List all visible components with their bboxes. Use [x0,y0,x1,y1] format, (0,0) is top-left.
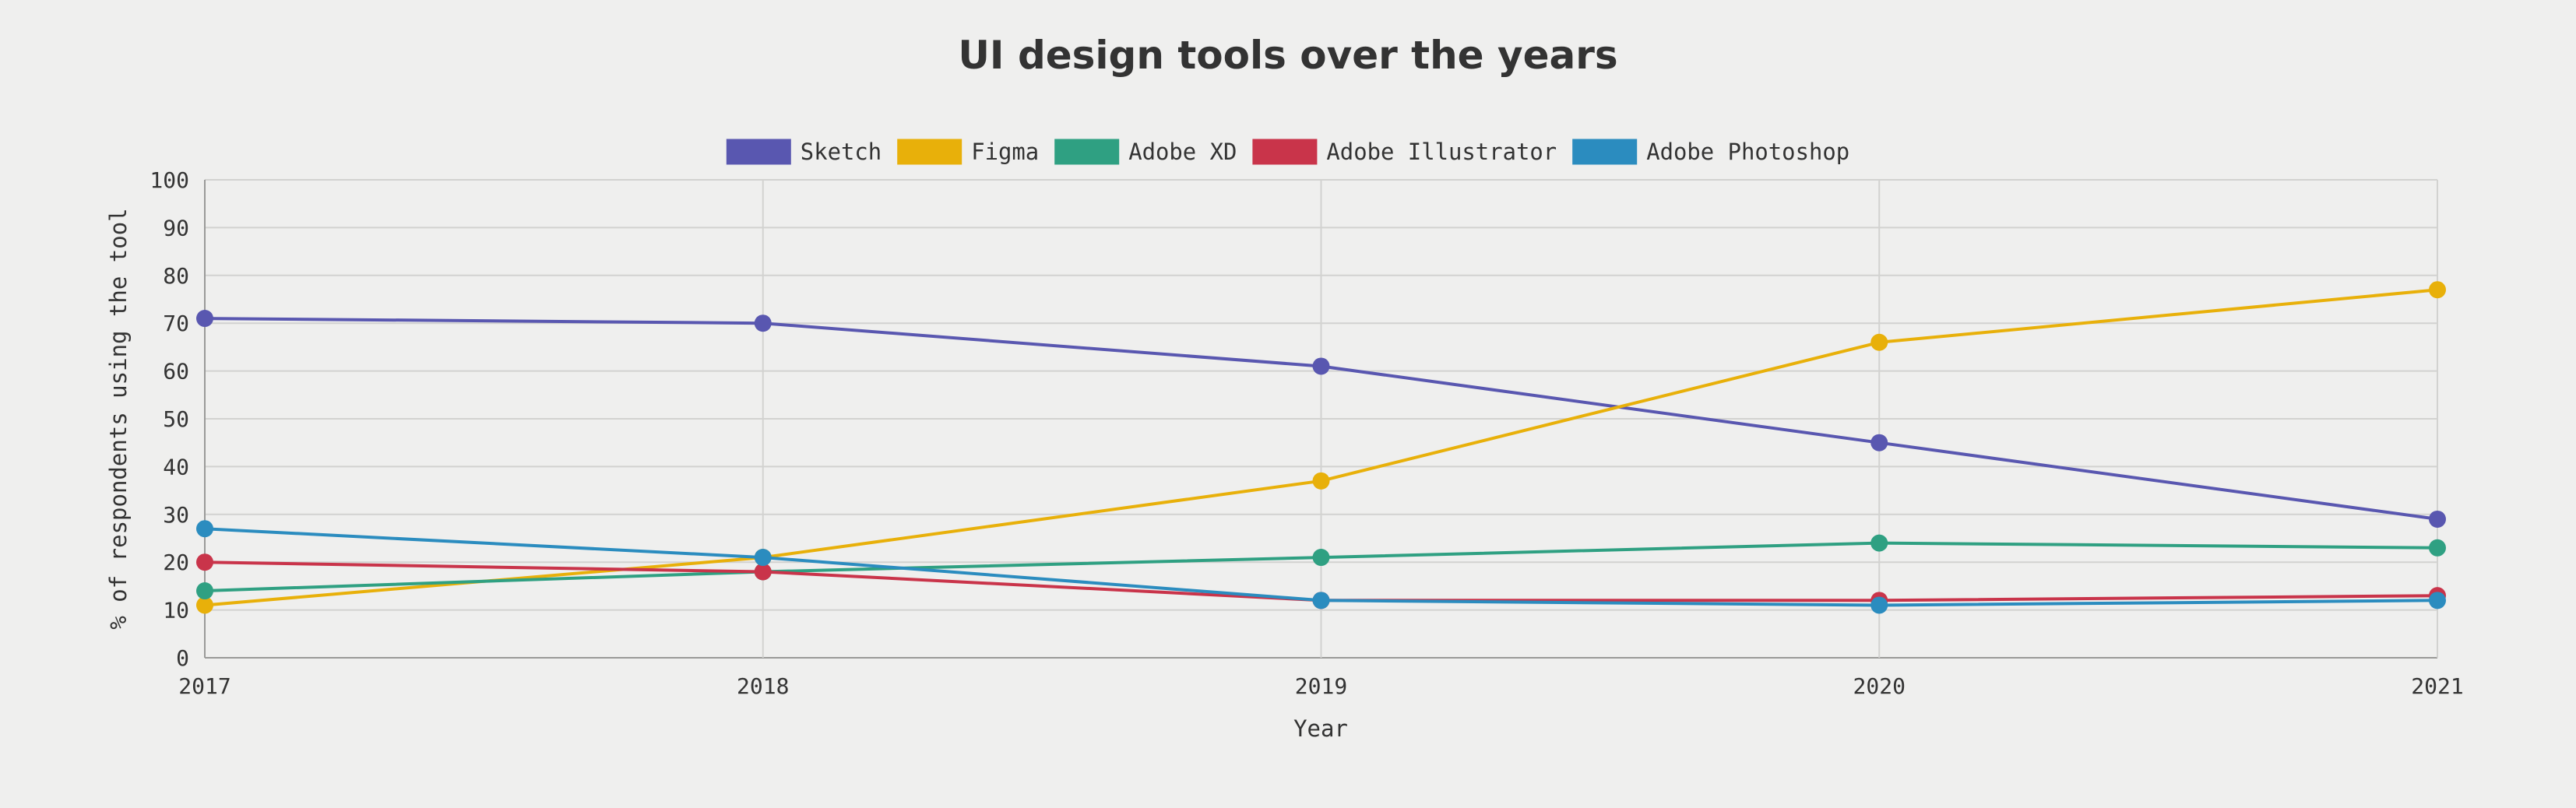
data-point-figma[interactable] [1312,472,1330,490]
gridlines [204,179,2438,659]
data-point-adobe-photoshop[interactable] [1312,592,1330,610]
x-tick-label: 2021 [2411,673,2463,699]
legend-swatch [1252,139,1318,165]
data-point-sketch[interactable] [1870,434,1888,451]
y-tick-label: 10 [163,598,189,624]
legend-label: Sketch [801,139,882,165]
data-point-figma[interactable] [2429,281,2446,299]
legend-swatch [1572,139,1638,165]
y-tick-label: 40 [163,454,189,480]
legend-label: Adobe Illustrator [1326,139,1557,165]
legend-item-adobe-xd[interactable]: Adobe XD [1054,139,1237,165]
legend-swatch [726,139,791,165]
x-axis-ticks: 2017 2018 2019 2020 2021 [178,673,2463,699]
y-tick-label: 30 [163,502,189,528]
data-point-adobe-photoshop[interactable] [196,520,213,538]
data-point-adobe-xd[interactable] [2429,539,2446,557]
data-point-adobe-illustrator[interactable] [754,563,772,581]
x-tick-label: 2019 [1295,673,1347,699]
data-point-adobe-illustrator[interactable] [196,553,213,571]
y-tick-label: 50 [163,406,189,432]
legend-label: Adobe XD [1128,139,1237,165]
legend-item-adobe-photoshop[interactable]: Adobe Photoshop [1572,139,1849,165]
legend-swatch [1054,139,1120,165]
data-point-adobe-photoshop[interactable] [1870,596,1888,614]
chart-title: UI design tools over the years [958,33,1617,78]
y-tick-label: 70 [163,311,189,336]
y-tick-label: 20 [163,550,189,575]
x-tick-label: 2017 [178,673,231,699]
series-layer [196,281,2446,614]
series-adobe-photoshop [196,520,2446,614]
legend-item-sketch[interactable]: Sketch [726,139,882,165]
y-axis-label: % of respondents using the tool [105,208,132,629]
legend: Sketch Figma Adobe XD Adobe Illustrator Adob… [726,139,1849,165]
data-point-sketch[interactable] [1312,357,1330,375]
y-tick-label: 80 [163,263,189,289]
legend-item-adobe-illustrator[interactable]: Adobe Illustrator [1252,139,1557,165]
data-point-adobe-xd[interactable] [1870,534,1888,552]
legend-swatch [897,139,962,165]
legend-item-figma[interactable]: Figma [897,139,1039,165]
x-tick-label: 2020 [1853,673,1906,699]
data-point-adobe-xd[interactable] [196,582,213,600]
y-tick-label: 60 [163,359,189,385]
x-tick-label: 2018 [737,673,789,699]
y-tick-label: 0 [176,645,189,671]
data-point-adobe-xd[interactable] [1312,549,1330,567]
legend-label: Adobe Photoshop [1646,139,1849,165]
y-tick-label: 90 [163,215,189,241]
y-tick-label: 100 [150,167,189,193]
legend-label: Figma [971,139,1039,165]
data-point-figma[interactable] [1870,333,1888,351]
series-sketch [196,310,2446,528]
data-point-sketch[interactable] [754,314,772,332]
y-axis-ticks: 0 10 20 30 40 50 60 70 80 90 100 [150,167,189,671]
data-point-adobe-photoshop[interactable] [754,549,772,567]
data-point-figma[interactable] [196,596,213,614]
data-point-sketch[interactable] [196,310,213,328]
data-point-sketch[interactable] [2429,510,2446,528]
x-axis-label: Year [1293,715,1348,742]
data-point-adobe-photoshop[interactable] [2429,592,2446,610]
